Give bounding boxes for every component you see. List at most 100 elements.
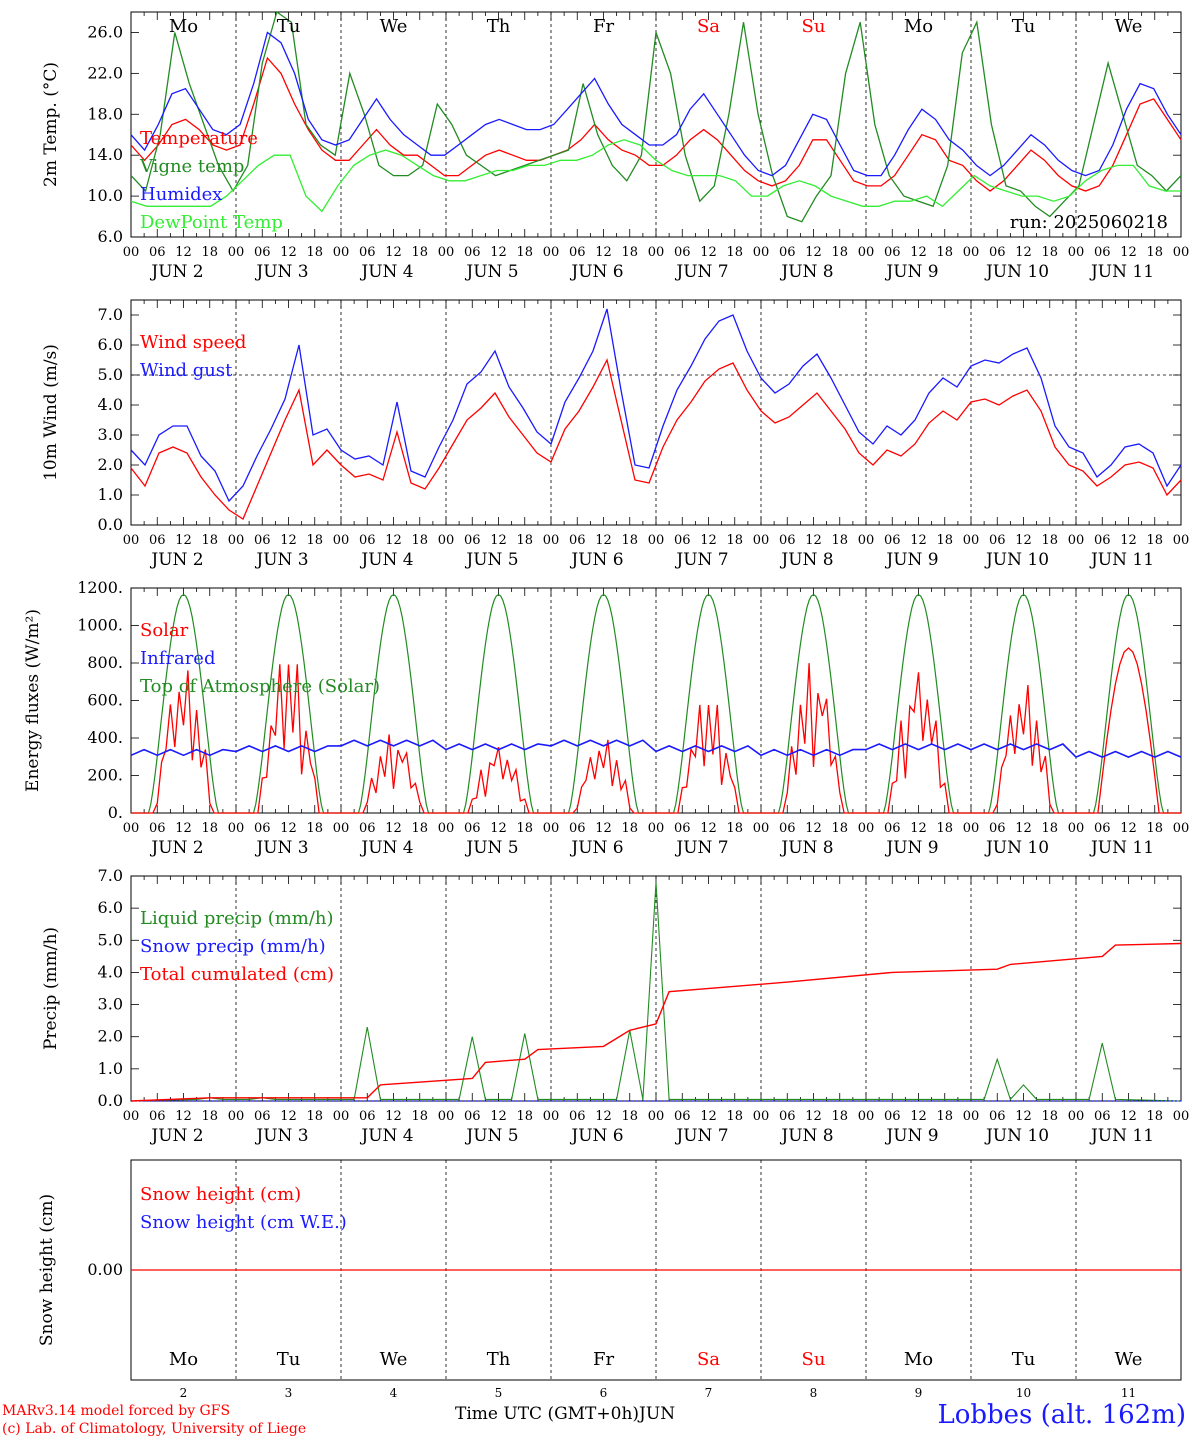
hour-tick-label: 06 bbox=[464, 821, 481, 836]
legend-total-cumulated-cm-: Total cumulated (cm) bbox=[140, 964, 334, 985]
weekday-label: Mo bbox=[904, 1349, 933, 1370]
date-label: JUN 9 bbox=[884, 262, 938, 282]
hour-tick-label: 12 bbox=[490, 821, 507, 836]
date-label: JUN 7 bbox=[674, 1126, 728, 1146]
date-label: JUN 11 bbox=[1089, 550, 1154, 570]
y-tick-label: 1200. bbox=[77, 578, 123, 597]
hour-tick-label: 18 bbox=[516, 1109, 533, 1124]
date-label: JUN 6 bbox=[569, 1126, 623, 1146]
date-label: JUN 6 bbox=[569, 262, 623, 282]
hour-tick-label: 18 bbox=[621, 821, 638, 836]
series-vigne-temp bbox=[130, 10, 1182, 223]
hour-tick-label: 12 bbox=[280, 1109, 297, 1124]
hour-tick-label: 06 bbox=[989, 533, 1006, 548]
day-number-label: 7 bbox=[705, 1386, 713, 1400]
hour-tick-label: 00 bbox=[1173, 821, 1190, 836]
date-label: JUN 7 bbox=[674, 550, 728, 570]
y-tick-label: 1.0 bbox=[98, 1059, 123, 1078]
hour-tick-label: 00 bbox=[333, 245, 350, 260]
hour-tick-label: 18 bbox=[306, 821, 323, 836]
series-solar bbox=[131, 647, 1181, 814]
date-label: JUN 2 bbox=[149, 1126, 203, 1146]
legend-snow-height-cm-w-e-: Snow height (cm W.E.) bbox=[140, 1212, 347, 1233]
hour-tick-label: 18 bbox=[411, 245, 428, 260]
hour-tick-label: 18 bbox=[726, 821, 743, 836]
hour-tick-label: 00 bbox=[438, 533, 455, 548]
date-label: JUN 3 bbox=[254, 550, 308, 570]
date-label: JUN 4 bbox=[359, 550, 413, 570]
date-label: JUN 3 bbox=[254, 838, 308, 858]
y-tick-label: 5.0 bbox=[98, 365, 123, 384]
series-wind-speed bbox=[130, 358, 1182, 520]
hour-tick-label: 06 bbox=[1094, 1109, 1111, 1124]
hour-tick-label: 06 bbox=[674, 821, 691, 836]
hour-tick-label: 00 bbox=[753, 1109, 770, 1124]
y-axis-label: 2m Temp. (°C) bbox=[41, 62, 61, 187]
y-tick-label: 0.0 bbox=[98, 1091, 123, 1110]
hour-tick-label: 18 bbox=[201, 533, 218, 548]
hour-tick-label: 06 bbox=[674, 245, 691, 260]
hour-tick-label: 00 bbox=[753, 533, 770, 548]
hour-tick-label: 12 bbox=[595, 821, 612, 836]
hour-tick-label: 00 bbox=[648, 245, 665, 260]
hour-tick-label: 00 bbox=[543, 533, 560, 548]
hour-tick-label: 06 bbox=[884, 821, 901, 836]
hour-tick-label: 00 bbox=[123, 1109, 140, 1124]
hour-tick-label: 06 bbox=[1094, 821, 1111, 836]
hour-tick-label: 00 bbox=[333, 1109, 350, 1124]
y-tick-label: 7.0 bbox=[98, 305, 123, 324]
hour-tick-label: 06 bbox=[779, 245, 796, 260]
y-tick-label: 14.0 bbox=[87, 145, 123, 164]
hour-tick-label: 00 bbox=[648, 1109, 665, 1124]
hour-tick-label: 18 bbox=[411, 821, 428, 836]
y-tick-label: 26.0 bbox=[87, 22, 123, 41]
y-tick-label: 1.0 bbox=[98, 485, 123, 504]
hour-tick-label: 00 bbox=[1068, 821, 1085, 836]
hour-tick-label: 18 bbox=[936, 1109, 953, 1124]
weekday-label: Su bbox=[802, 16, 826, 37]
hour-tick-label: 06 bbox=[884, 245, 901, 260]
hour-tick-label: 00 bbox=[123, 533, 140, 548]
hour-tick-label: 18 bbox=[831, 821, 848, 836]
hour-tick-label: 18 bbox=[306, 533, 323, 548]
hour-tick-label: 00 bbox=[753, 245, 770, 260]
hour-tick-label: 00 bbox=[228, 1109, 245, 1124]
y-tick-label: 0.00 bbox=[87, 1260, 123, 1279]
series-infrared bbox=[130, 739, 1182, 759]
hour-tick-label: 18 bbox=[726, 245, 743, 260]
hour-tick-label: 18 bbox=[621, 1109, 638, 1124]
hour-tick-label: 18 bbox=[411, 1109, 428, 1124]
panel-3 bbox=[130, 587, 1182, 814]
hour-tick-label: 00 bbox=[228, 533, 245, 548]
hour-tick-label: 00 bbox=[123, 245, 140, 260]
series-humidex bbox=[130, 31, 1182, 177]
date-label: JUN 4 bbox=[359, 1126, 413, 1146]
hour-tick-label: 00 bbox=[648, 533, 665, 548]
day-number-label: 4 bbox=[390, 1386, 398, 1400]
hour-tick-label: 00 bbox=[858, 245, 875, 260]
date-label: JUN 5 bbox=[464, 1126, 518, 1146]
y-tick-label: 0.0 bbox=[98, 515, 123, 534]
day-number-label: 3 bbox=[285, 1386, 293, 1400]
date-label: JUN 2 bbox=[149, 838, 203, 858]
y-axis-label: Energy fluxes (W/m²) bbox=[23, 609, 43, 792]
date-label: JUN 9 bbox=[884, 838, 938, 858]
date-label: JUN 8 bbox=[779, 262, 833, 282]
weekday-label: We bbox=[380, 1349, 408, 1370]
hour-tick-label: 18 bbox=[831, 245, 848, 260]
hour-tick-label: 18 bbox=[621, 533, 638, 548]
hour-tick-label: 12 bbox=[490, 1109, 507, 1124]
hour-tick-label: 12 bbox=[595, 533, 612, 548]
weekday-label: We bbox=[380, 16, 408, 37]
hour-tick-label: 18 bbox=[1041, 533, 1058, 548]
panel-2 bbox=[130, 299, 1182, 526]
day-number-label: 10 bbox=[1016, 1386, 1031, 1400]
hour-tick-label: 06 bbox=[464, 1109, 481, 1124]
hour-tick-label: 06 bbox=[359, 245, 376, 260]
hour-tick-label: 06 bbox=[254, 245, 271, 260]
panel-4 bbox=[130, 875, 1182, 1102]
hour-tick-label: 00 bbox=[543, 245, 560, 260]
date-label: JUN 4 bbox=[359, 838, 413, 858]
date-label: JUN 11 bbox=[1089, 838, 1154, 858]
hour-tick-label: 00 bbox=[1173, 1109, 1190, 1124]
